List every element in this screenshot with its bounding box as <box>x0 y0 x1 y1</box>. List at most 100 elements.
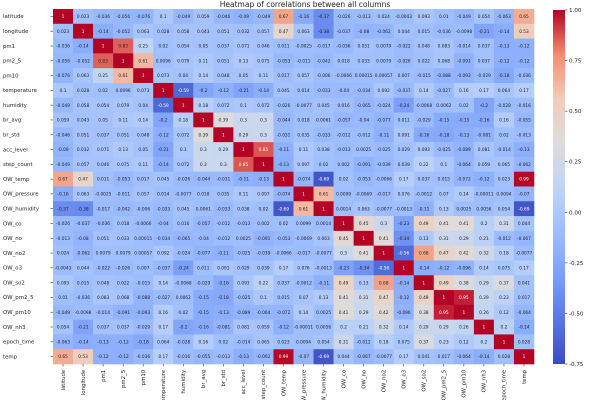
heatmap-cell <box>453 156 475 173</box>
cell-value-label: 0.85 <box>239 162 249 168</box>
cell-value-label: 1 <box>503 339 506 345</box>
heatmap-cell <box>473 127 495 143</box>
cell-value-label: -0.0012 <box>415 192 432 198</box>
cell-value-label: 0.072 <box>257 103 270 109</box>
cell-value-label: 0.00057 <box>134 251 152 257</box>
cell-value-label: -0.033 <box>216 206 230 212</box>
heatmap-cell <box>313 9 334 25</box>
heatmap-cell <box>453 260 475 276</box>
cell-value-label: -0.072 <box>277 310 291 316</box>
cell-value-label: 0.041 <box>518 280 531 286</box>
heatmap-cell <box>53 127 74 143</box>
cell-value-label: -0.0077 <box>315 251 332 257</box>
heatmap-cell <box>233 290 254 306</box>
cell-value-label: 0.0025 <box>356 147 371 153</box>
heatmap-cell <box>293 97 314 113</box>
cell-value-label: -0.055 <box>517 118 531 124</box>
heatmap-cell <box>133 349 154 365</box>
heatmap-cell <box>453 112 475 128</box>
heatmap-cell <box>233 9 254 25</box>
heatmap-cell <box>93 68 114 84</box>
cell-value-label: -0.37 <box>57 206 68 212</box>
cell-value-label: 0.022 <box>117 280 130 286</box>
heatmap-cell <box>393 230 415 246</box>
colorbar-tick-label: 0.50 <box>569 109 582 115</box>
heatmap-cell <box>473 290 495 306</box>
cell-value-label: -0.033 <box>317 132 331 138</box>
heatmap-cell <box>293 82 314 99</box>
heatmap-cell <box>433 53 455 69</box>
heatmap-cell <box>133 334 154 350</box>
cell-value-label: 1 <box>342 221 345 227</box>
heatmap-cell <box>93 97 114 113</box>
heatmap-cell <box>53 319 74 335</box>
heatmap-cell <box>513 186 535 202</box>
cell-value-label: 0.00015 <box>355 73 373 79</box>
heatmap-cell <box>253 68 274 84</box>
cell-value-label: 0.13 <box>319 295 329 301</box>
heatmap-cell <box>173 127 194 143</box>
cell-value-label: -0.04 <box>198 236 209 242</box>
heatmap-cell <box>233 201 254 217</box>
cell-value-label: 0.12 <box>459 339 469 345</box>
heatmap-cell <box>173 53 194 69</box>
cell-value-label: -0.031 <box>216 177 230 183</box>
y-tick-label: OW_o3 <box>3 266 22 272</box>
heatmap-cell <box>53 142 74 158</box>
heatmap-cell <box>473 142 495 158</box>
heatmap-cell <box>313 230 334 246</box>
cell-value-label: 0.0025 <box>316 310 331 316</box>
heatmap-cell <box>273 23 294 39</box>
cell-value-label: -0.016 <box>176 354 190 360</box>
cell-value-label: 0.05 <box>98 118 108 124</box>
heatmap-cell <box>433 23 455 39</box>
heatmap-cell <box>213 97 234 113</box>
heatmap-cell <box>493 319 515 335</box>
cell-value-label: 0.024 <box>378 14 391 20</box>
heatmap-cell <box>133 304 154 320</box>
heatmap-cell <box>253 97 274 113</box>
cell-value-label: 0.11 <box>138 162 148 168</box>
heatmap-cell <box>413 23 435 39</box>
heatmap-cell <box>233 53 254 69</box>
heatmap-cell <box>213 142 234 158</box>
cell-value-label: 0.071 <box>97 147 110 153</box>
cell-value-label: -0.029 <box>136 325 150 331</box>
cell-value-label: 0.02 <box>259 206 269 212</box>
heatmap-cell <box>453 38 475 54</box>
heatmap-cell <box>333 290 354 306</box>
cell-value-label: -0.0066 <box>335 73 352 79</box>
cell-value-label: -0.14 <box>418 265 429 271</box>
cell-value-label: 0.048 <box>217 73 230 79</box>
heatmap-cell <box>493 230 515 246</box>
heatmap-cell <box>333 82 354 99</box>
cell-value-label: 0.05 <box>239 73 249 79</box>
cell-value-label: 0.61 <box>299 206 309 212</box>
heatmap-cell <box>393 245 415 261</box>
heatmap-cell <box>373 304 395 320</box>
heatmap-cell <box>333 142 354 158</box>
heatmap-cell <box>73 97 94 113</box>
cell-value-label: -0.09 <box>238 14 249 20</box>
cell-value-label: 1 <box>302 192 305 198</box>
cell-value-label: -0.0077 <box>175 192 192 198</box>
cell-value-label: -0.033 <box>317 88 331 94</box>
heatmap-cell <box>73 68 94 84</box>
cell-value-label: -0.16 <box>57 192 68 198</box>
heatmap-cell <box>53 201 74 217</box>
cell-value-label: 0.21 <box>359 325 369 331</box>
cell-value-label: 0.68 <box>379 280 389 286</box>
heatmap-cell <box>333 260 354 276</box>
cell-value-label: -0.064 <box>457 354 471 360</box>
heatmap-cell <box>213 275 234 291</box>
cell-value-label: 0.0062 <box>176 295 191 301</box>
cell-value-label: -0.091 <box>457 58 471 64</box>
cell-value-label: -0.093 <box>457 73 471 79</box>
heatmap-cell <box>73 230 94 246</box>
cell-value-label: -0.072 <box>457 177 471 183</box>
heatmap-cell <box>393 260 415 276</box>
cell-value-label: 0.41 <box>439 221 449 227</box>
cell-value-label: 1 <box>102 44 105 50</box>
heatmap-cell <box>453 9 475 25</box>
heatmap-cell <box>433 186 455 202</box>
